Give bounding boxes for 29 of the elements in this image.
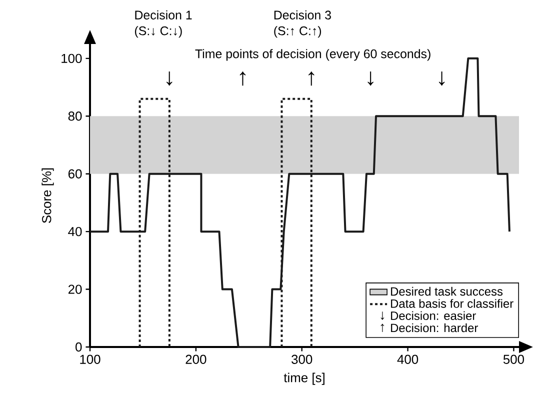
annotation: ↑ <box>240 71 246 86</box>
y-tick-label: 60 <box>68 169 82 178</box>
annotation: Decision: easier <box>391 311 476 320</box>
x-tick-label: 500 <box>503 354 524 364</box>
x-tick-label: 200 <box>186 354 206 364</box>
y-tick-label: 0 <box>76 342 82 352</box>
annotation: ↓ <box>166 71 172 86</box>
annotation: Time points of decision (every 60 seconds) <box>195 49 430 61</box>
y-axis-title: Score [%] <box>42 168 54 223</box>
annotation: ↑ <box>380 324 384 332</box>
x-tick-label: 400 <box>397 354 418 364</box>
annotation: ↓ <box>380 312 384 320</box>
y-tick-label: 20 <box>68 284 82 294</box>
annotation: Decision: harder <box>391 323 478 332</box>
x-tick-label: 100 <box>80 354 100 364</box>
y-tick-label: 80 <box>68 112 82 121</box>
text: (S:↑ C:↑) <box>274 26 322 38</box>
x-axis-title: time [s] <box>284 372 324 385</box>
y-tick-label: 40 <box>68 226 82 236</box>
legend-label: Desired task success <box>391 286 503 296</box>
annotation: ↓ <box>438 71 445 86</box>
y-tick-label: 100 <box>62 54 82 64</box>
text: (S:↓ C:↓) <box>134 26 182 38</box>
annotation: ↓ <box>368 71 374 86</box>
annotation: ↑ <box>308 71 314 86</box>
text: Decision 3 <box>274 10 331 20</box>
x-tick-label: 300 <box>292 354 312 364</box>
text: Decision 1 <box>135 10 192 20</box>
legend-label: Data basis for classifier <box>391 299 514 308</box>
